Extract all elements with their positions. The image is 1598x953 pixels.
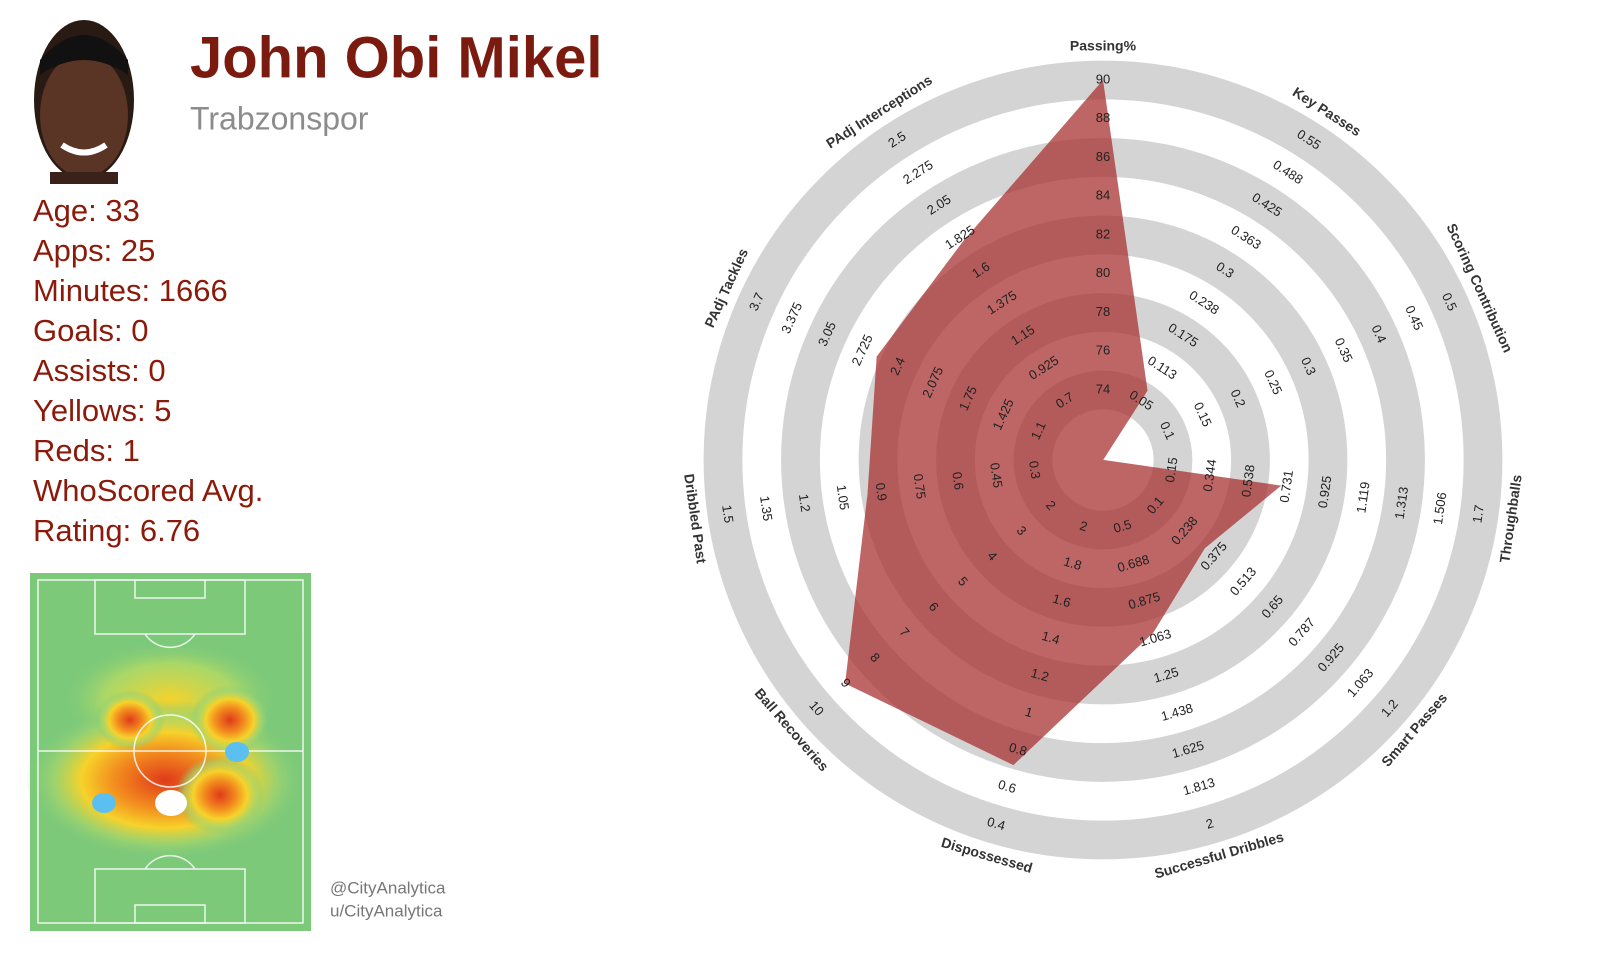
tick-label: 84 — [1096, 188, 1110, 203]
axis-label: Passing% — [1070, 38, 1137, 54]
tick-label: 0.15 — [1162, 456, 1180, 483]
tick-label: 0.25 — [1261, 368, 1285, 397]
tick-label: 1.313 — [1392, 486, 1411, 520]
tick-label: 1.8 — [1062, 554, 1084, 573]
tick-label: 0.75 — [910, 473, 928, 500]
tick-label: 1.1 — [1028, 419, 1049, 442]
player-stat: Rating: 6.76 — [33, 513, 200, 548]
tick-label: 0.513 — [1227, 564, 1260, 598]
tick-label: 0.45 — [987, 462, 1005, 489]
tick-label: 1.25 — [1152, 664, 1181, 686]
tick-label: 0.363 — [1228, 222, 1263, 252]
tick-label: 2 — [1204, 815, 1215, 831]
tick-label: 0.35 — [1332, 335, 1356, 364]
tick-label: 0.925 — [1315, 475, 1334, 509]
player-stat: Apps: 25 — [33, 233, 155, 268]
tick-label: 2.275 — [900, 157, 935, 187]
player-stat: Yellows: 5 — [33, 393, 171, 428]
heatmap — [25, 573, 311, 931]
tick-label: 0.45 — [1402, 303, 1426, 332]
tick-label: 1.813 — [1181, 775, 1216, 799]
tick-label: 1.438 — [1159, 700, 1194, 724]
tick-label: 0.238 — [1187, 287, 1222, 317]
tick-label: 0.3 — [1026, 460, 1043, 480]
tick-label: 80 — [1096, 265, 1110, 280]
tick-label: 3.375 — [778, 300, 805, 336]
tick-label: 0.1 — [1157, 419, 1178, 442]
tick-label: 1.506 — [1430, 491, 1449, 525]
tick-label: 0.4 — [985, 814, 1007, 833]
tick-label: 0.5 — [1112, 516, 1134, 535]
tick-label: 74 — [1096, 381, 1110, 396]
player-stat: Reds: 1 — [33, 433, 140, 468]
player-stat: Assists: 0 — [33, 353, 166, 388]
tick-label: 0.4 — [1369, 323, 1390, 346]
player-name: John Obi Mikel — [190, 25, 603, 90]
tick-label: 1.6 — [1051, 591, 1073, 610]
tick-label: 2.725 — [849, 332, 876, 368]
tick-label: 76 — [1096, 343, 1110, 358]
tick-label: 1.35 — [757, 495, 775, 522]
tick-label: 1.063 — [1344, 666, 1377, 700]
tick-label: 90 — [1096, 71, 1110, 86]
tick-label: 2 — [1078, 518, 1089, 534]
credit: u/CityAnalytica — [330, 901, 443, 920]
radar-area — [845, 80, 1282, 766]
tick-label: 0.731 — [1277, 469, 1296, 503]
tick-label: 2.4 — [887, 355, 908, 378]
player-stat: Minutes: 1666 — [33, 273, 228, 308]
tick-label: 1.2 — [1029, 665, 1051, 684]
player-stat: Age: 33 — [33, 193, 140, 228]
tick-label: 1.2 — [796, 493, 813, 513]
tick-label: 0.113 — [1145, 353, 1180, 383]
tick-label: 0.9 — [873, 482, 890, 502]
club-name: Trabzonspor — [190, 100, 369, 136]
tick-label: 78 — [1096, 304, 1110, 319]
tick-label: 0.5 — [1439, 290, 1460, 313]
tick-label: 1 — [1023, 704, 1034, 720]
tick-label: 86 — [1096, 149, 1110, 164]
tick-label: 88 — [1096, 110, 1110, 125]
tick-label: 1.4 — [1040, 628, 1062, 647]
tick-label: 1.05 — [834, 484, 852, 511]
tick-label: 0.344 — [1200, 458, 1219, 492]
player-stat: Goals: 0 — [33, 313, 148, 348]
tick-label: 0.8 — [1007, 739, 1029, 758]
tick-label: 3.7 — [746, 290, 767, 313]
tick-label: 0.2 — [1228, 387, 1249, 410]
tick-label: 0.15 — [1191, 400, 1215, 429]
player-photo — [32, 18, 138, 184]
tick-label: 1.5 — [719, 504, 736, 524]
tick-label: 0.6 — [949, 471, 966, 491]
tick-label: 0.3 — [1298, 355, 1319, 378]
tick-label: 0.488 — [1270, 157, 1305, 187]
tick-label: 0.6 — [996, 777, 1018, 796]
tick-label: 1.119 — [1353, 481, 1372, 514]
player-stat: WhoScored Avg. — [33, 473, 263, 508]
credit: @CityAnalytica — [330, 878, 446, 897]
tick-label: 82 — [1096, 226, 1110, 241]
tick-label: 0.787 — [1285, 615, 1318, 649]
tick-label: 0.538 — [1238, 464, 1257, 498]
tick-label: 1.7 — [1469, 504, 1486, 524]
